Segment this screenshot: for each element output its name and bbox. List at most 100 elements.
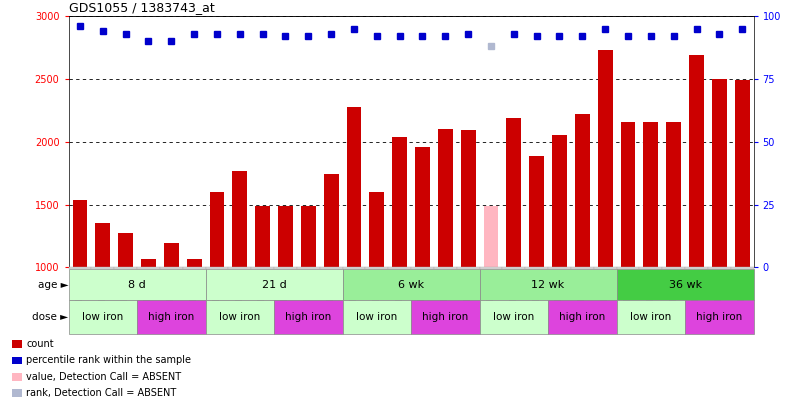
Text: rank, Detection Call = ABSENT: rank, Detection Call = ABSENT	[26, 388, 177, 398]
Bar	[274, 267, 297, 269]
Bar	[571, 267, 594, 269]
Bar	[274, 300, 343, 334]
Bar	[461, 130, 476, 267]
Text: high iron: high iron	[148, 312, 194, 322]
Bar	[320, 267, 343, 269]
Text: low iron: low iron	[356, 312, 397, 322]
Bar	[480, 300, 548, 334]
Bar	[228, 267, 251, 269]
Bar	[160, 267, 183, 269]
Bar	[137, 267, 160, 269]
Bar	[735, 80, 750, 267]
Bar	[548, 267, 571, 269]
Bar	[438, 129, 453, 267]
Bar	[708, 267, 731, 269]
Bar	[297, 267, 320, 269]
Bar	[301, 206, 316, 267]
Bar	[12, 389, 23, 397]
Bar	[411, 300, 480, 334]
Bar	[575, 114, 590, 267]
Bar	[617, 269, 754, 300]
Bar	[118, 233, 133, 267]
Bar	[114, 267, 137, 269]
Bar	[663, 267, 685, 269]
Bar	[137, 300, 206, 334]
Text: age ►: age ►	[38, 279, 69, 290]
Bar	[393, 137, 407, 267]
Bar	[643, 122, 659, 267]
Bar	[256, 206, 270, 267]
Text: 12 wk: 12 wk	[531, 279, 565, 290]
Bar	[69, 300, 137, 334]
Bar	[617, 300, 685, 334]
Bar	[685, 300, 754, 334]
Bar	[388, 267, 411, 269]
Text: value, Detection Call = ABSENT: value, Detection Call = ABSENT	[26, 372, 181, 382]
Bar	[278, 206, 293, 267]
Bar	[594, 267, 617, 269]
Bar	[667, 122, 681, 267]
Bar	[206, 300, 274, 334]
Bar	[69, 267, 91, 269]
Bar	[232, 171, 247, 267]
Bar	[598, 50, 613, 267]
Bar	[621, 122, 635, 267]
Text: high iron: high iron	[559, 312, 605, 322]
Text: count: count	[26, 339, 54, 349]
Bar	[73, 200, 87, 267]
Bar	[12, 373, 23, 381]
Bar	[365, 267, 388, 269]
Text: low iron: low iron	[493, 312, 534, 322]
Bar	[183, 267, 206, 269]
Text: high iron: high iron	[285, 312, 331, 322]
Text: low iron: low iron	[219, 312, 260, 322]
Text: low iron: low iron	[82, 312, 123, 322]
Text: 21 d: 21 d	[262, 279, 286, 290]
Bar	[480, 267, 502, 269]
Text: 8 d: 8 d	[128, 279, 146, 290]
Text: high iron: high iron	[422, 312, 468, 322]
Bar	[506, 118, 521, 267]
Bar	[141, 258, 156, 267]
Text: 6 wk: 6 wk	[398, 279, 424, 290]
Bar	[187, 258, 202, 267]
Bar	[343, 267, 365, 269]
Text: dose ►: dose ►	[32, 312, 69, 322]
Text: percentile rank within the sample: percentile rank within the sample	[26, 356, 191, 365]
Bar	[480, 269, 617, 300]
Bar	[369, 192, 384, 267]
Bar	[689, 55, 704, 267]
Bar	[206, 267, 228, 269]
Bar	[457, 267, 480, 269]
Bar	[347, 107, 361, 267]
Bar	[164, 243, 179, 267]
Text: GDS1055 / 1383743_at: GDS1055 / 1383743_at	[69, 1, 214, 14]
Bar	[552, 135, 567, 267]
Bar	[95, 224, 110, 267]
Bar	[530, 156, 544, 267]
Text: low iron: low iron	[630, 312, 671, 322]
Bar	[415, 147, 430, 267]
Bar	[251, 267, 274, 269]
Text: 36 wk: 36 wk	[668, 279, 702, 290]
Bar	[639, 267, 663, 269]
Bar	[434, 267, 457, 269]
Bar	[343, 269, 480, 300]
Bar	[617, 267, 639, 269]
Bar	[91, 267, 114, 269]
Bar	[526, 267, 548, 269]
Bar	[206, 269, 343, 300]
Bar	[685, 267, 708, 269]
Bar	[324, 175, 339, 267]
Bar	[69, 269, 206, 300]
Bar	[411, 267, 434, 269]
Bar	[484, 206, 498, 267]
Bar	[343, 300, 411, 334]
Bar	[548, 300, 617, 334]
Text: high iron: high iron	[696, 312, 742, 322]
Bar	[210, 192, 224, 267]
Bar	[12, 340, 23, 348]
Bar	[12, 356, 23, 364]
Bar	[712, 79, 727, 267]
Bar	[502, 267, 526, 269]
